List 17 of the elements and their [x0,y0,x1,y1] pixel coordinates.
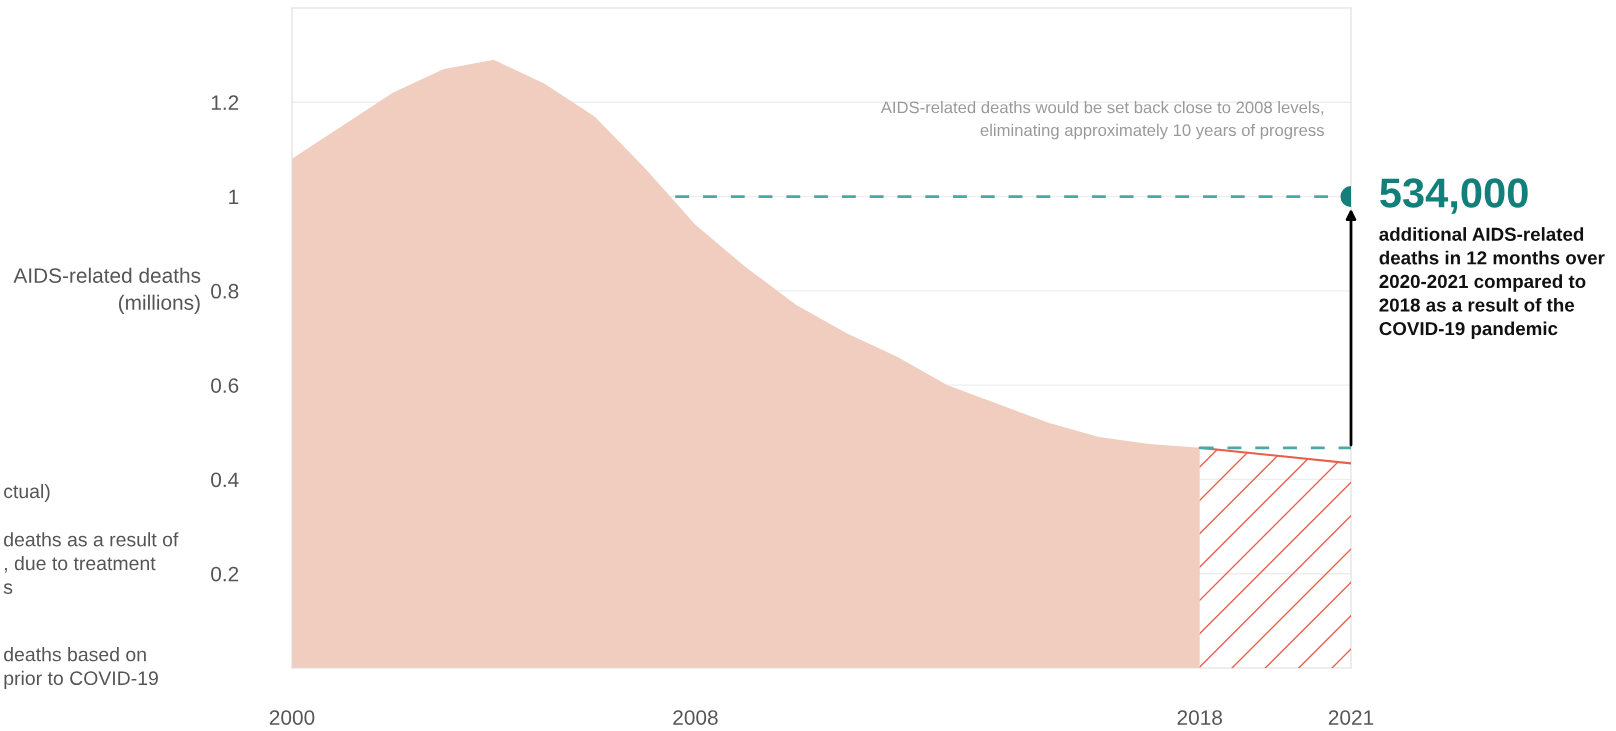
x-tick-label: 2021 [1328,710,1374,725]
text: ctual) [4,483,50,503]
text: deaths based on prior to COVID-19 [4,647,158,689]
y-tick-label: 0.6 [211,378,239,393]
y-tick-label: 0.4 [211,472,239,488]
x-tick-label: 2008 [673,710,718,725]
y-tick-label: 0.8 [211,283,239,299]
x-tick-label: 2018 [1177,710,1222,725]
y-tick-label: 0.2 [211,566,239,582]
annotation: AIDS-related deaths would be set back close to 2008 levels, eliminating approximately 10 years of progress [880,101,1324,140]
x-tick-label: 2000 [269,710,315,725]
annotation: 534,000 [1380,178,1528,214]
y-tick-label: 1.2 [211,95,239,110]
text: deaths as a result of , due to treatment s [3,532,179,594]
y-tick-label: 1 [229,189,239,205]
y-axis-title: AIDS-related deaths (millions) [13,267,201,315]
text: additional AIDS-related deaths in 12 months over 2020-2021 compared to 2018 as a result of the COVID-19 pandemic [1379,227,1605,339]
